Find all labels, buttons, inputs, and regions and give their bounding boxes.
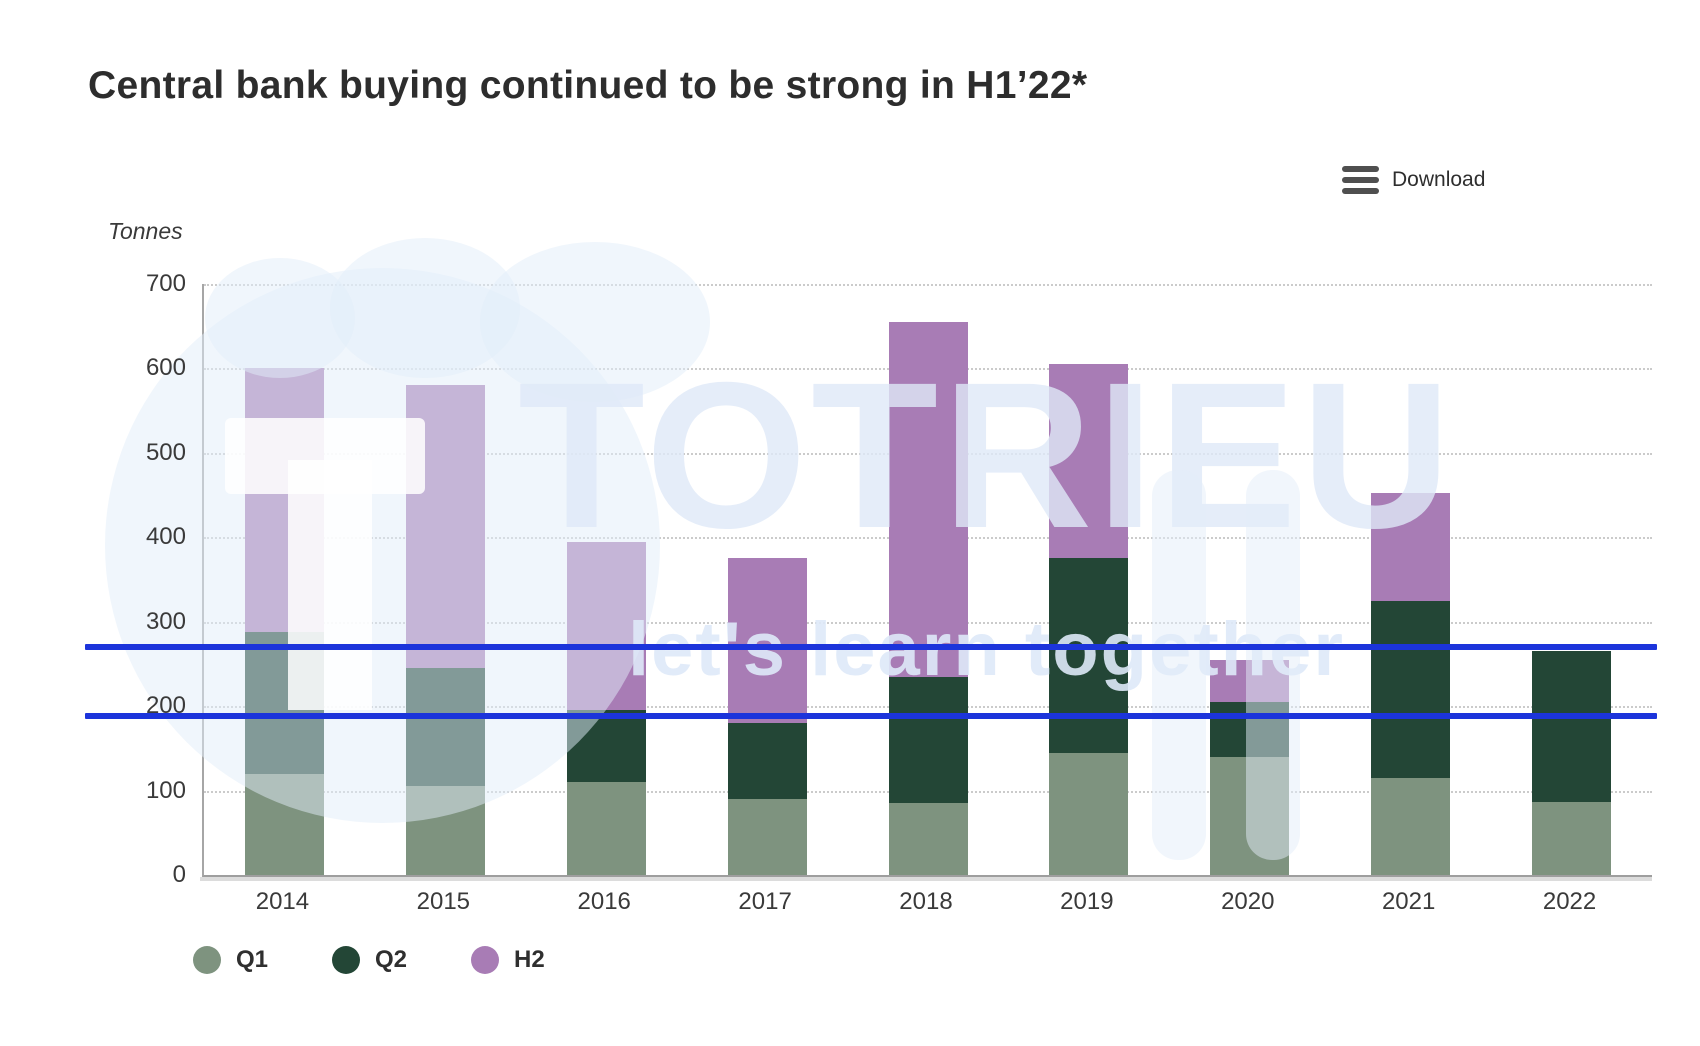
bar-2015-segment-Q2[interactable] bbox=[405, 668, 485, 787]
x-tick-label-2016: 2016 bbox=[577, 888, 631, 915]
bar-2018-segment-Q2[interactable] bbox=[888, 676, 968, 804]
bar-2021[interactable] bbox=[1371, 284, 1451, 875]
x-tick-label-2020: 2020 bbox=[1221, 888, 1275, 915]
legend-label: Q2 bbox=[375, 946, 408, 973]
bar-2018-segment-Q1[interactable] bbox=[888, 803, 968, 875]
bar-2019-segment-H2[interactable] bbox=[1049, 364, 1129, 559]
bar-2021-segment-Q2[interactable] bbox=[1371, 600, 1451, 778]
y-tick-label-100: 100 bbox=[145, 776, 186, 804]
y-tick-label-0: 0 bbox=[172, 861, 186, 888]
x-tick-label-2021: 2021 bbox=[1381, 888, 1436, 915]
bar-2016-segment-Q2[interactable] bbox=[566, 710, 646, 783]
reference-line-270 bbox=[85, 644, 1657, 651]
gridline-700 bbox=[204, 284, 1652, 286]
x-tick-label-2018: 2018 bbox=[899, 888, 953, 915]
bar-2022-segment-Q1[interactable] bbox=[1532, 801, 1612, 875]
bar-2015-segment-H2[interactable] bbox=[405, 385, 485, 669]
bar-2014-segment-Q1[interactable] bbox=[244, 773, 324, 875]
chart-legend: Q1 Q2 H2 bbox=[193, 946, 609, 974]
bar-2018[interactable] bbox=[888, 284, 968, 875]
bar-2014-segment-Q2[interactable] bbox=[244, 631, 324, 774]
bar-2014-segment-H2[interactable] bbox=[244, 368, 324, 632]
legend-label: H2 bbox=[514, 946, 545, 973]
bar-2017[interactable] bbox=[727, 284, 807, 875]
legend-swatch-q2 bbox=[332, 946, 361, 974]
x-tick-label-2017: 2017 bbox=[738, 888, 792, 915]
bar-2016[interactable] bbox=[566, 284, 646, 875]
bar-2016-segment-H2[interactable] bbox=[566, 541, 646, 711]
legend-swatch-h2 bbox=[471, 946, 500, 974]
x-tick-label-2015: 2015 bbox=[416, 888, 471, 915]
bar-2019[interactable] bbox=[1049, 284, 1129, 875]
bar-2015-segment-Q1[interactable] bbox=[405, 786, 485, 875]
y-axis-unit-label: Tonnes bbox=[108, 218, 183, 244]
x-axis-shadow bbox=[200, 877, 1652, 881]
legend-item-q1[interactable]: Q1 bbox=[193, 946, 268, 974]
page-title: Central bank buying continued to be stro… bbox=[88, 64, 1088, 107]
bar-2020-segment-H2[interactable] bbox=[1210, 659, 1290, 702]
legend-label: Q1 bbox=[236, 946, 269, 973]
bar-2017-segment-Q2[interactable] bbox=[727, 723, 807, 800]
x-tick-label-2022: 2022 bbox=[1542, 888, 1597, 915]
y-tick-label-700: 700 bbox=[145, 270, 186, 297]
bar-2021-segment-Q1[interactable] bbox=[1371, 777, 1451, 875]
bar-2021-segment-H2[interactable] bbox=[1371, 493, 1451, 601]
download-button[interactable]: Download bbox=[1342, 166, 1485, 194]
y-tick-label-500: 500 bbox=[145, 438, 186, 466]
bar-2016-segment-Q1[interactable] bbox=[566, 782, 646, 875]
bar-2017-segment-H2[interactable] bbox=[727, 558, 807, 724]
x-tick-label-2019: 2019 bbox=[1060, 888, 1114, 915]
download-label: Download bbox=[1392, 168, 1486, 191]
legend-swatch-q1 bbox=[193, 946, 221, 974]
bar-2015[interactable] bbox=[405, 284, 485, 875]
plot-area bbox=[202, 284, 1652, 877]
y-tick-label-600: 600 bbox=[145, 354, 186, 382]
download-menu-icon[interactable] bbox=[1342, 166, 1379, 194]
bar-2020-segment-Q1[interactable] bbox=[1210, 756, 1290, 875]
bar-2017-segment-Q1[interactable] bbox=[727, 799, 807, 875]
bar-2022[interactable] bbox=[1532, 284, 1612, 875]
bar-2020[interactable] bbox=[1210, 284, 1290, 875]
legend-item-h2[interactable]: H2 bbox=[471, 946, 545, 974]
bar-2019-segment-Q1[interactable] bbox=[1049, 752, 1129, 875]
y-tick-label-200: 200 bbox=[145, 692, 186, 720]
y-tick-label-400: 400 bbox=[145, 523, 186, 551]
reference-line-188 bbox=[85, 713, 1657, 720]
y-tick-label-300: 300 bbox=[145, 607, 186, 635]
bar-2020-segment-Q2[interactable] bbox=[1210, 701, 1290, 757]
x-tick-label-2014: 2014 bbox=[255, 888, 310, 915]
bar-2018-segment-H2[interactable] bbox=[888, 322, 968, 677]
legend-item-q2[interactable]: Q2 bbox=[332, 946, 407, 974]
bar-2022-segment-Q2[interactable] bbox=[1532, 651, 1612, 802]
bar-2014[interactable] bbox=[244, 284, 324, 875]
bar-2019-segment-Q2[interactable] bbox=[1049, 558, 1129, 753]
